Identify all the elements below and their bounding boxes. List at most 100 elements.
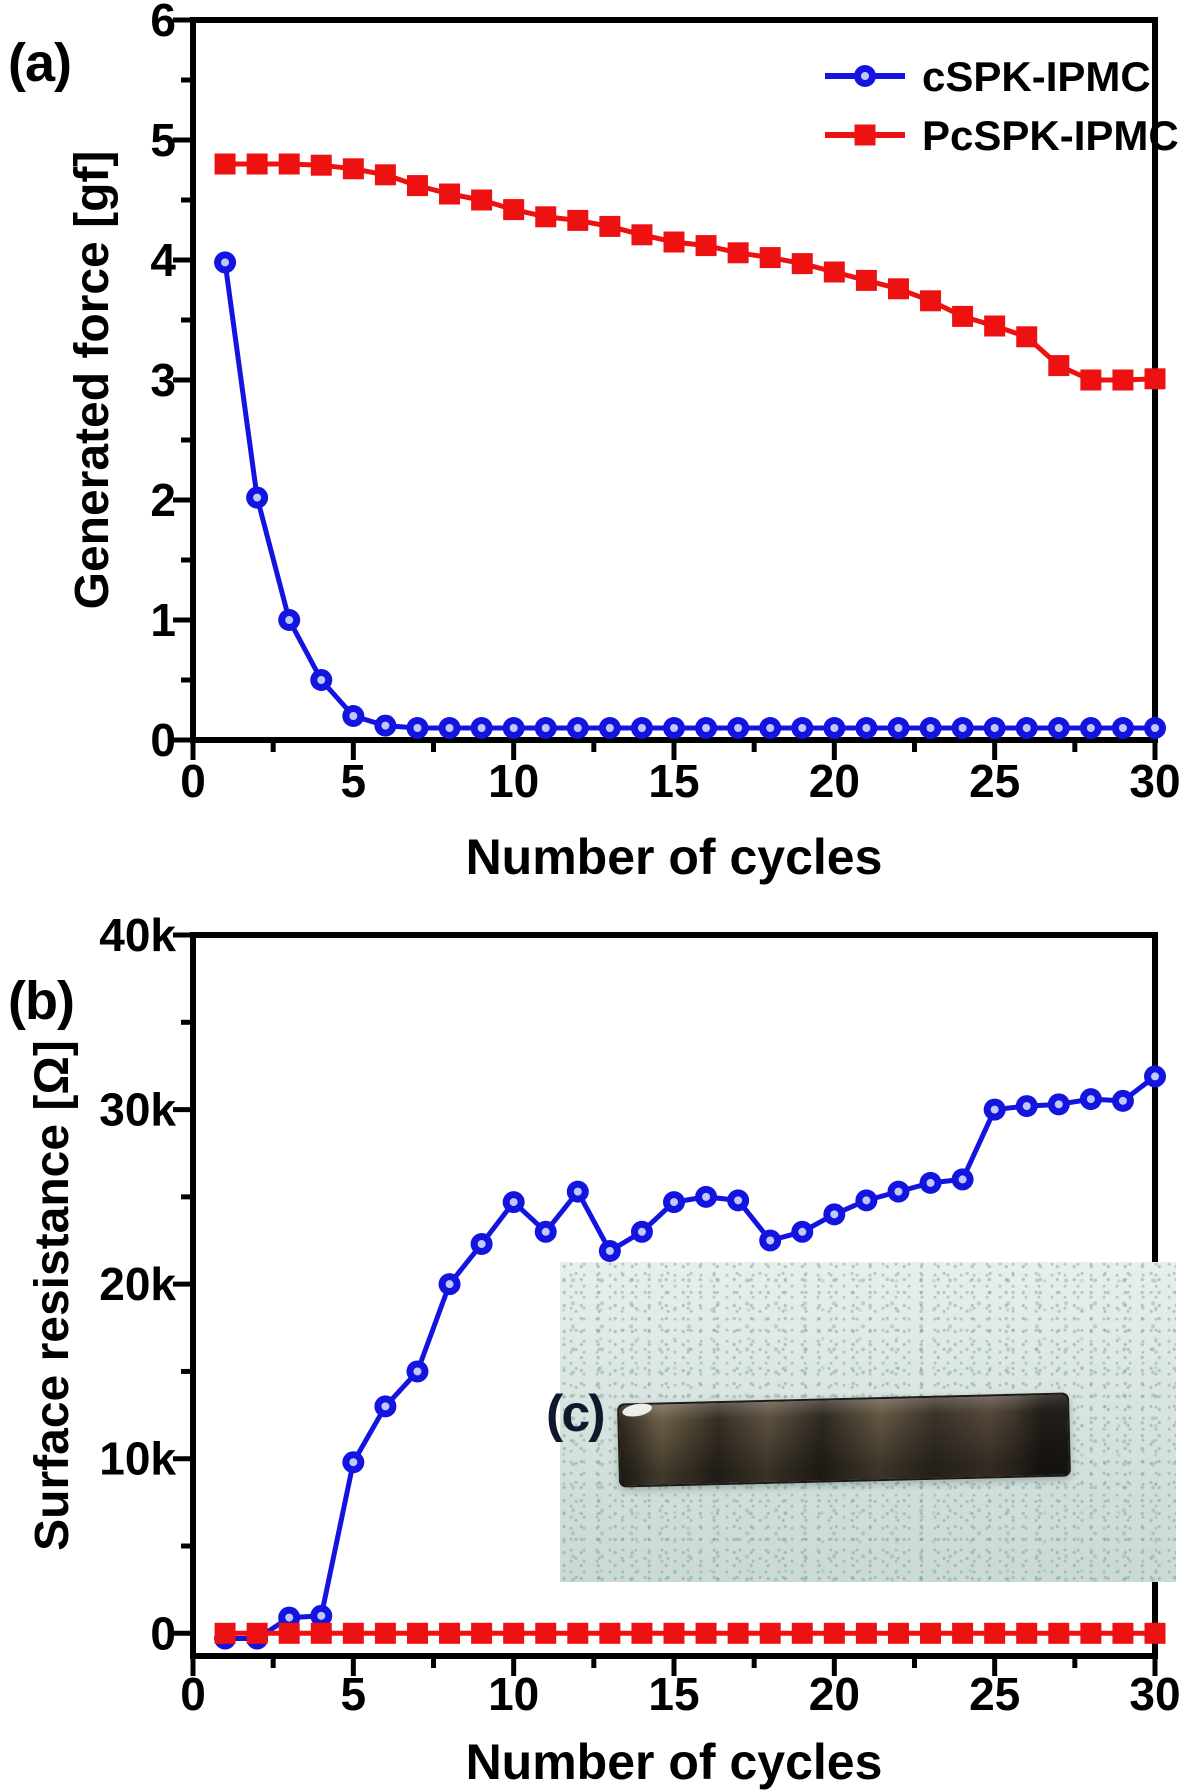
data-point-center-cSPK-IPMC <box>1118 1096 1127 1105</box>
x-tick-label: 0 <box>180 1668 206 1720</box>
data-point-center-cSPK-IPMC <box>798 1227 807 1236</box>
data-point-center-cSPK-IPMC <box>894 724 903 732</box>
data-point-center-cSPK-IPMC <box>734 1196 743 1205</box>
data-point-center-cSPK-IPMC <box>862 724 871 732</box>
data-point-center-cSPK-IPMC <box>734 724 743 732</box>
data-point-center-cSPK-IPMC <box>1118 724 1127 732</box>
data-point-center-cSPK-IPMC <box>766 724 775 732</box>
y-axis-title: Generated force [gf] <box>66 151 119 610</box>
x-axis-title: Number of cycles <box>466 829 883 885</box>
data-point-center-cSPK-IPMC <box>349 712 358 720</box>
x-tick-label: 15 <box>648 755 699 807</box>
y-tick-label: 4 <box>150 234 176 286</box>
data-point-center-cSPK-IPMC <box>573 1187 582 1196</box>
data-point-center-cSPK-IPMC <box>1151 1072 1159 1081</box>
y-tick-label: 2 <box>150 474 176 526</box>
data-point-center-cSPK-IPMC <box>830 1210 839 1219</box>
data-point-PcSPK-IPMC <box>503 199 525 221</box>
data-point-center-cSPK-IPMC <box>445 1280 454 1289</box>
data-point-PcSPK-IPMC <box>823 1622 845 1644</box>
ipmc-sample-strip <box>617 1392 1071 1488</box>
data-point-PcSPK-IPMC <box>310 1622 332 1644</box>
data-point-center-cSPK-IPMC <box>926 724 935 732</box>
data-point-PcSPK-IPMC <box>823 261 845 283</box>
data-point-PcSPK-IPMC <box>952 1622 974 1644</box>
x-tick-label: 5 <box>341 755 367 807</box>
data-point-PcSPK-IPMC <box>887 1622 909 1644</box>
y-axis-title: Surface resistance [Ω] <box>26 1040 79 1551</box>
x-tick-label: 10 <box>488 1668 539 1720</box>
data-point-PcSPK-IPMC <box>855 1622 877 1644</box>
data-point-center-cSPK-IPMC <box>862 1196 871 1205</box>
y-tick-label: 30k <box>99 1084 176 1136</box>
x-axis-title: Number of cycles <box>466 1734 883 1790</box>
y-tick-label: 5 <box>150 114 176 166</box>
data-point-PcSPK-IPMC <box>406 1622 428 1644</box>
data-point-PcSPK-IPMC <box>631 1622 653 1644</box>
panel-label-b: (b) <box>8 971 75 1031</box>
data-point-PcSPK-IPMC <box>1080 1622 1102 1644</box>
data-point-PcSPK-IPMC <box>342 1622 364 1644</box>
data-point-PcSPK-IPMC <box>1016 326 1038 348</box>
data-point-PcSPK-IPMC <box>278 153 300 175</box>
data-point-PcSPK-IPMC <box>984 315 1006 337</box>
data-point-center-cSPK-IPMC <box>477 1240 486 1248</box>
data-point-center-cSPK-IPMC <box>637 1227 646 1236</box>
data-point-PcSPK-IPMC <box>663 1622 685 1644</box>
data-point-center-cSPK-IPMC <box>1086 724 1095 732</box>
panel-label-a: (a) <box>8 33 72 93</box>
y-tick-label: 20k <box>99 1258 176 1310</box>
data-point-center-cSPK-IPMC <box>1022 1102 1031 1111</box>
x-tick-label: 0 <box>180 755 206 807</box>
x-tick-label: 25 <box>969 1668 1020 1720</box>
data-point-center-cSPK-IPMC <box>605 724 614 732</box>
data-point-center-cSPK-IPMC <box>253 493 262 502</box>
data-point-legend-PcSPK-IPMC <box>854 124 876 146</box>
data-point-PcSPK-IPMC <box>342 158 364 180</box>
data-point-center-cSPK-IPMC <box>509 1198 518 1207</box>
y-tick-label: 3 <box>150 354 176 406</box>
data-point-PcSPK-IPMC <box>567 1622 589 1644</box>
data-point-center-cSPK-IPMC <box>221 258 230 267</box>
data-point-center-cSPK-IPMC <box>605 1246 614 1255</box>
data-point-PcSPK-IPMC <box>631 224 653 246</box>
data-point-center-cSPK-IPMC <box>285 1613 294 1622</box>
data-point-PcSPK-IPMC <box>920 290 942 312</box>
data-point-PcSPK-IPMC <box>1048 1622 1070 1644</box>
data-point-center-cSPK-IPMC <box>573 724 582 732</box>
data-point-center-cSPK-IPMC <box>413 724 422 732</box>
data-point-center-cSPK-IPMC <box>990 724 999 732</box>
inset-photo-c <box>560 1262 1176 1582</box>
data-point-PcSPK-IPMC <box>791 1622 813 1644</box>
data-point-center-cSPK-IPMC <box>958 1175 967 1184</box>
chart-b-surface-resistance: 0 5 10 15 20 25 30 0 10k 20k 30k 40k Number of cycle… <box>26 909 1181 1790</box>
data-point-center-cSPK-IPMC <box>1151 724 1159 732</box>
data-point-PcSPK-IPMC <box>1112 369 1134 391</box>
data-point-PcSPK-IPMC <box>439 1622 461 1644</box>
data-point-center-cSPK-IPMC <box>349 1458 358 1467</box>
data-point-PcSPK-IPMC <box>214 153 236 175</box>
data-point-center-cSPK-IPMC <box>637 724 646 732</box>
data-point-center-cSPK-IPMC <box>477 724 486 732</box>
data-point-PcSPK-IPMC <box>727 242 749 264</box>
data-point-center-cSPK-IPMC <box>445 724 454 732</box>
data-point-PcSPK-IPMC <box>695 235 717 257</box>
data-point-center-cSPK-IPMC <box>381 1402 390 1411</box>
x-tick-label: 30 <box>1129 1668 1180 1720</box>
data-point-PcSPK-IPMC <box>1144 368 1166 390</box>
data-point-PcSPK-IPMC <box>1080 369 1102 391</box>
data-point-center-cSPK-IPMC <box>958 724 967 732</box>
data-point-center-cSPK-IPMC <box>317 676 326 684</box>
data-point-PcSPK-IPMC <box>1016 1622 1038 1644</box>
x-tick-label: 30 <box>1129 755 1180 807</box>
data-point-center-cSPK-IPMC <box>926 1178 935 1187</box>
legend-label-cSPK-IPMC: cSPK-IPMC <box>922 53 1151 100</box>
data-point-PcSPK-IPMC <box>887 278 909 300</box>
data-point-PcSPK-IPMC <box>984 1622 1006 1644</box>
data-point-center-cSPK-IPMC <box>894 1187 903 1196</box>
chart-a-generated-force: 0 5 10 15 20 25 30 0 1 2 3 4 5 6 Number of cycles Gener… <box>66 0 1181 885</box>
y-tick-label: 40k <box>99 909 176 961</box>
data-point-PcSPK-IPMC <box>406 175 428 197</box>
data-point-PcSPK-IPMC <box>246 153 268 175</box>
